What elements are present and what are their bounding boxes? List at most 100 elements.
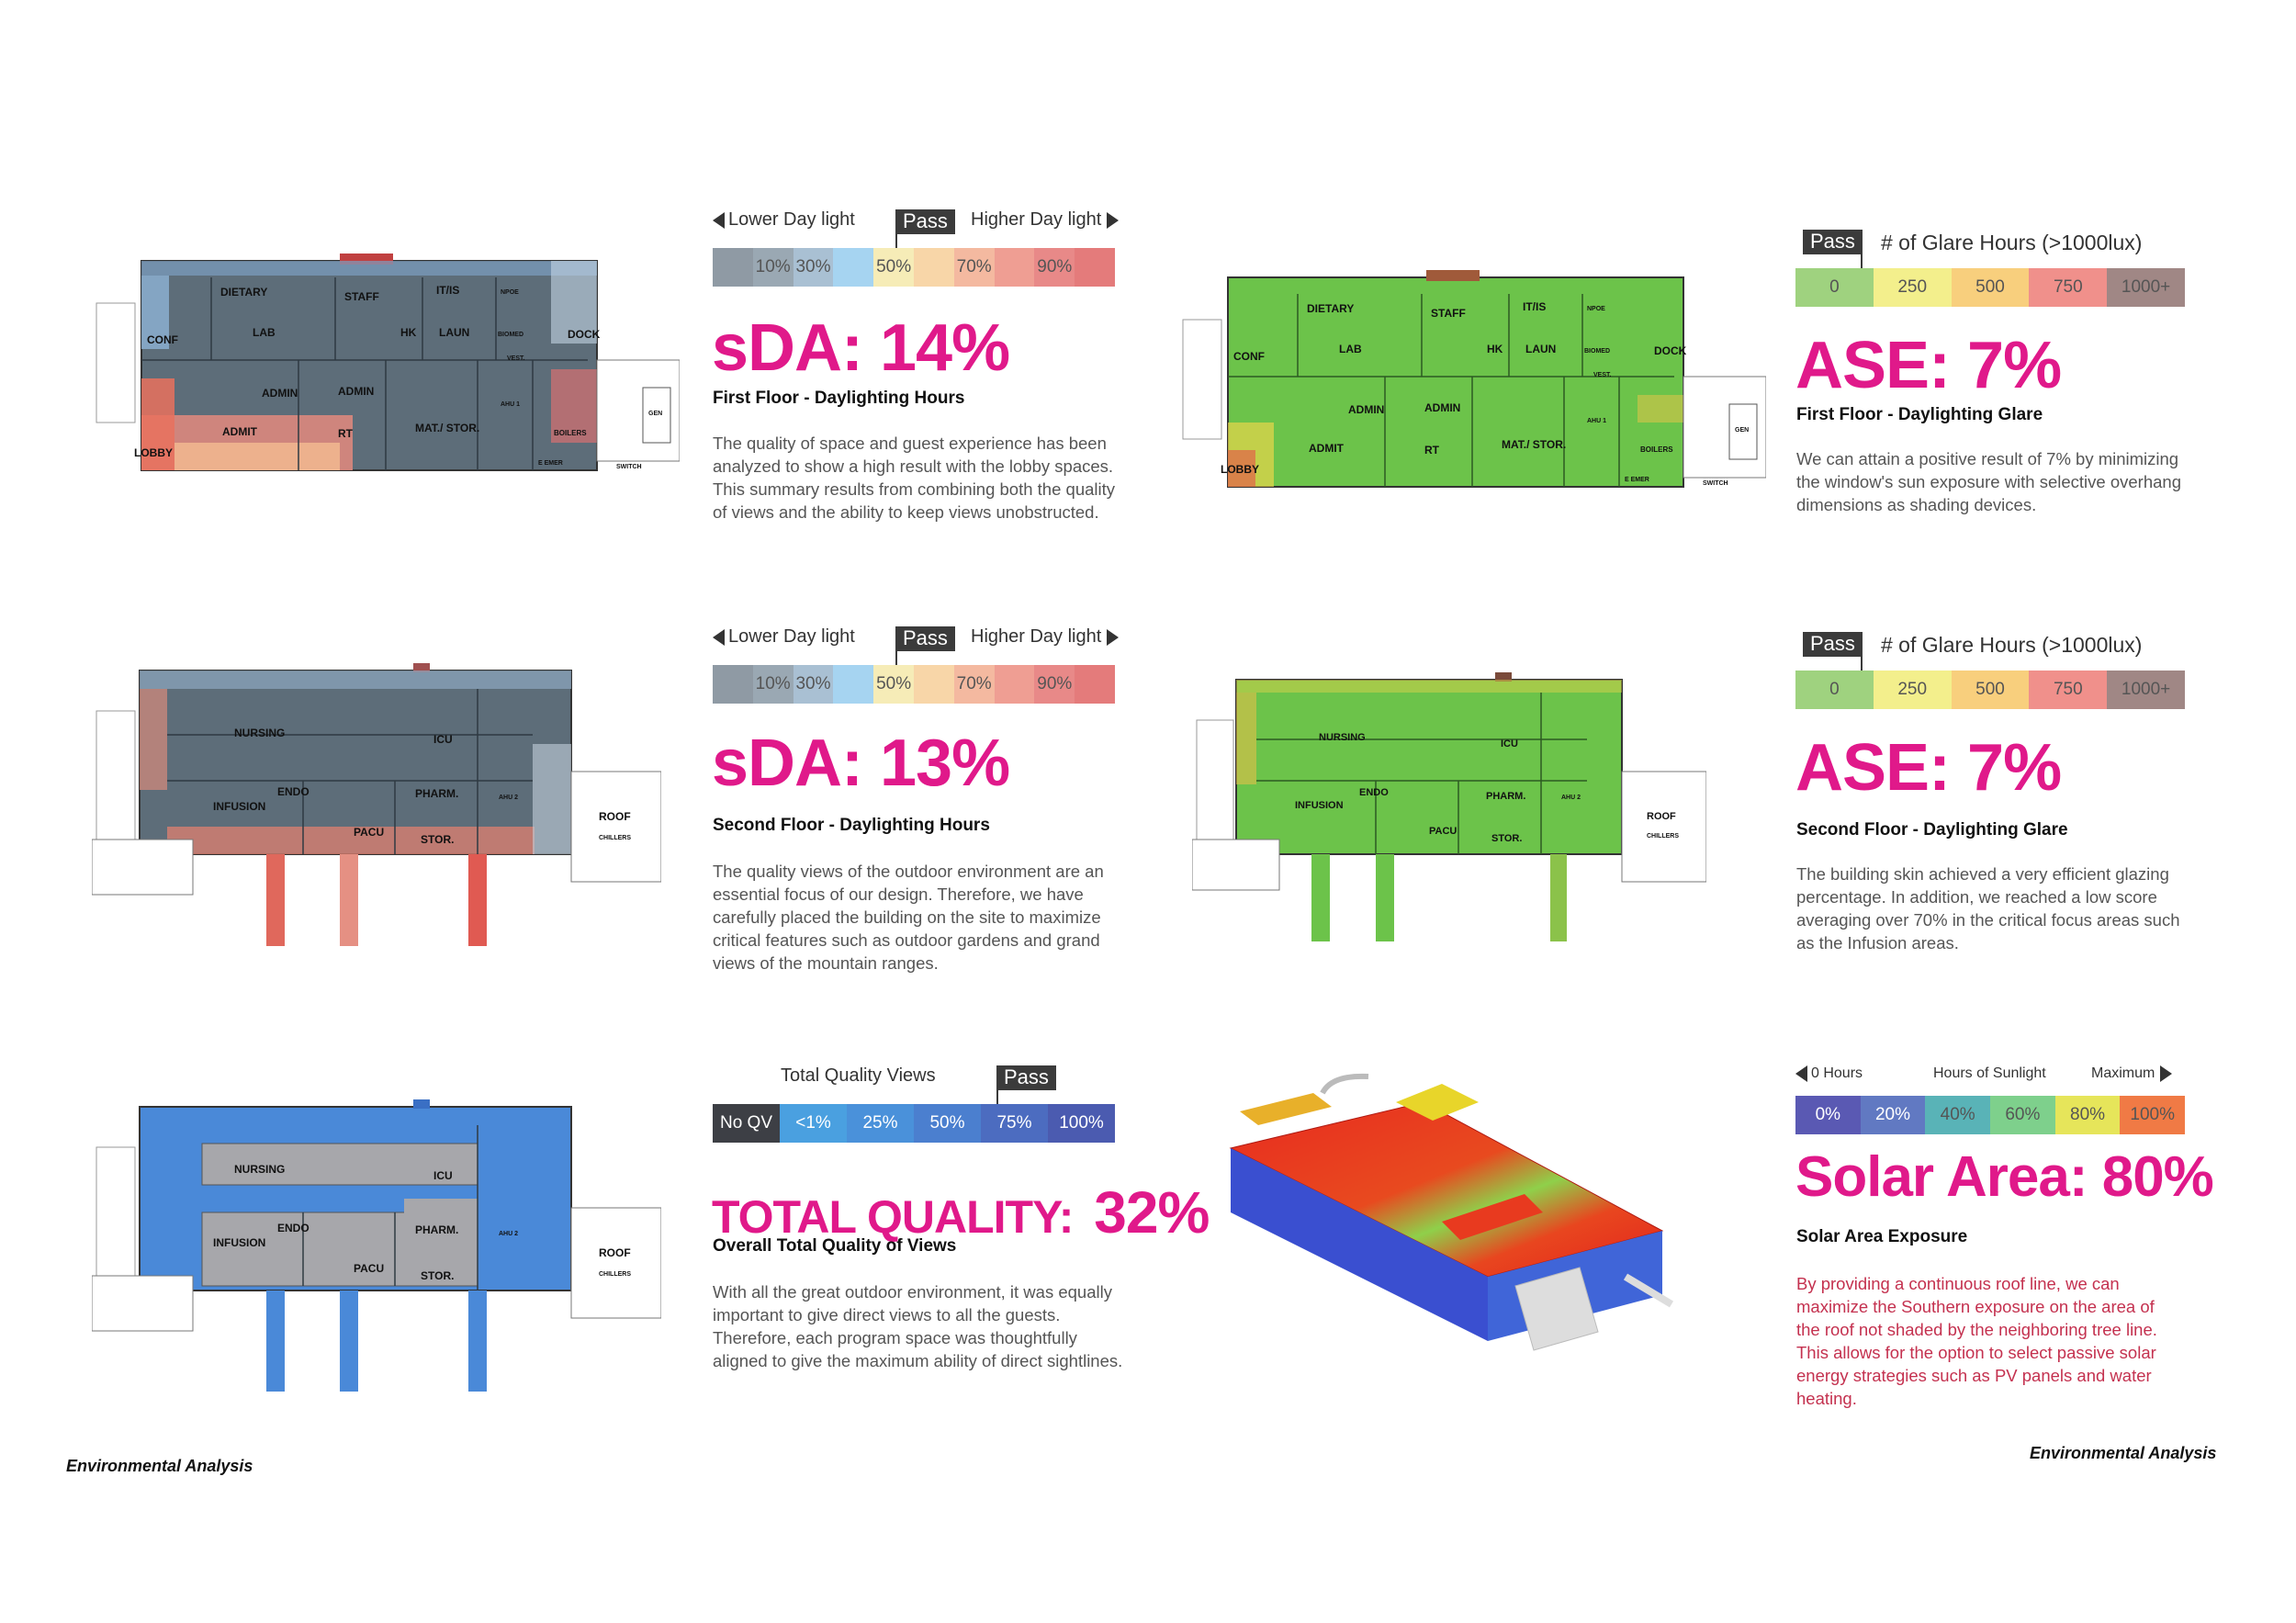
first-floor-glare-plan: DIETARY STAFF IT/IS NPOE LAB HK LAUN BIO… — [1178, 266, 1766, 502]
scale-cell: 90% — [1034, 665, 1075, 704]
solar-legend-right: Maximum — [2091, 1065, 2173, 1082]
room-mat-stor: MAT./ STOR. — [415, 422, 479, 434]
room-infusion: INFUSION — [213, 800, 265, 813]
daylight-legend-left-1: Lower Day light — [713, 209, 855, 231]
scale-cell: 50% — [873, 248, 914, 287]
ase-first-floor-text: We can attain a positive result of 7% by… — [1796, 449, 2181, 514]
room-dietary: DIETARY — [1307, 302, 1354, 315]
solar-area-text: By providing a continuous roof line, we … — [1796, 1274, 2157, 1408]
quality-views-svg: NURSING ICU ENDO PHARM. INFUSION PACU ST… — [92, 1099, 661, 1392]
room-boilers: BOILERS — [554, 429, 587, 437]
scale-cell — [713, 665, 753, 704]
room-laun: LAUN — [439, 326, 469, 339]
second-floor-daylight-svg: NURSING ICU ENDO PHARM. INFUSION PACU ST… — [92, 663, 661, 946]
room-icu: ICU — [433, 733, 453, 746]
scale-cell — [913, 665, 954, 704]
room-lobby: LOBBY — [1221, 463, 1259, 476]
room-endo: ENDO — [277, 1222, 310, 1234]
room-admit: ADMIT — [1309, 442, 1345, 455]
room-hk: HK — [400, 326, 417, 339]
glare-legend-title-2: # of Glare Hours (>1000lux) — [1881, 633, 2143, 657]
total-quality-label: TOTAL QUALITY: — [712, 1191, 1074, 1243]
scale-cell: 10% — [752, 665, 793, 704]
room-lab: LAB — [1339, 343, 1362, 355]
solar-3d-svg — [1229, 1073, 1674, 1351]
room-gen: GEN — [648, 411, 662, 417]
ase-first-floor-subhead: First Floor - Daylighting Glare — [1796, 405, 2043, 424]
total-quality-value: 32% — [1094, 1179, 1210, 1245]
arrow-left-icon — [713, 211, 725, 229]
room-rt: RT — [338, 427, 354, 440]
total-quality-subhead: Overall Total Quality of Views — [713, 1236, 957, 1256]
room-staff: STAFF — [344, 290, 379, 303]
scale-cell: 1000+ — [2107, 268, 2185, 307]
scale-cell: 0 — [1795, 671, 1874, 709]
room-itis: IT/IS — [1523, 300, 1546, 313]
daylight-legend-left-2: Lower Day light — [713, 626, 855, 648]
room-biomed: BIOMED — [1584, 348, 1610, 355]
scale-cell — [833, 665, 874, 704]
lower-daylight-label: Lower Day light — [728, 626, 855, 647]
scale-cell: 1000+ — [2107, 671, 2185, 709]
scale-cell: 100% — [1048, 1104, 1115, 1143]
room-icu: ICU — [433, 1169, 453, 1182]
sda-second-floor-text: The quality views of the outdoor environ… — [713, 862, 1104, 973]
scale-cell: 50% — [873, 665, 914, 704]
views-scale: No QV <1% 25% 50% 75% 100% — [713, 1104, 1115, 1143]
quality-views-plan: NURSING ICU ENDO PHARM. INFUSION PACU ST… — [92, 1098, 661, 1401]
room-dock: DOCK — [1654, 344, 1687, 357]
room-staff: STAFF — [1431, 307, 1466, 320]
room-dock: DOCK — [568, 328, 601, 341]
room-ahu-2: AHU 2 — [1561, 795, 1581, 801]
higher-daylight-label: Higher Day light — [971, 626, 1102, 647]
arrow-right-icon — [2160, 1065, 2173, 1082]
scale-cell: 40% — [1925, 1096, 1991, 1134]
arrow-left-icon — [1795, 1065, 1807, 1082]
sda-second-floor-metric: sDA: 13% — [712, 727, 1010, 800]
scale-cell: <1% — [780, 1104, 847, 1143]
scale-cell: No QV — [713, 1104, 780, 1143]
solar-legend-left: 0 Hours — [1795, 1065, 1863, 1082]
room-roof: ROOF — [599, 1246, 631, 1259]
views-legend-title: Total Quality Views — [781, 1065, 936, 1086]
room-gen: GEN — [1735, 427, 1749, 434]
room-ahu-1: AHU 1 — [501, 401, 520, 408]
scale-cell — [713, 248, 753, 287]
room-nursing: NURSING — [1319, 732, 1366, 743]
room-pharm: PHARM. — [415, 1223, 458, 1236]
room-ahu-2: AHU 2 — [499, 1231, 518, 1237]
daylight-legend-right-1: Higher Day light — [971, 209, 1120, 231]
room-nursing: NURSING — [234, 1163, 285, 1176]
solar-min-label: 0 Hours — [1811, 1065, 1863, 1081]
scale-cell: 60% — [1990, 1096, 2055, 1134]
scale-cell: 20% — [1860, 1096, 1926, 1134]
solar-3d-model — [1212, 1065, 1690, 1378]
scale-cell: 500 — [1951, 671, 2030, 709]
room-stor: STOR. — [421, 833, 454, 846]
room-pacu: PACU — [354, 1262, 384, 1275]
room-hk: HK — [1487, 343, 1503, 355]
daylight-scale-2: 10% 30% 50% 70% 90% — [713, 665, 1115, 704]
room-chillers: CHILLERS — [599, 835, 631, 841]
pass-flag-2: Pass — [895, 626, 955, 666]
glare-pass-flag-1: Pass — [1803, 230, 1863, 269]
solar-area-metric: Solar Area: 80% — [1795, 1145, 2214, 1209]
room-e-emer: E EMER — [538, 460, 563, 467]
room-pacu: PACU — [354, 826, 384, 839]
footer-right: Environmental Analysis — [2030, 1444, 2217, 1462]
glare-scale-2: 0 250 500 750 1000+ — [1795, 671, 2185, 709]
ase-second-floor-subhead: Second Floor - Daylighting Glare — [1796, 820, 2068, 840]
ase-second-floor-metric: ASE: 7% — [1795, 731, 2062, 805]
daylight-legend-right-2: Higher Day light — [971, 626, 1120, 648]
glare-scale-1: 0 250 500 750 1000+ — [1795, 268, 2185, 307]
scale-cell: 30% — [793, 665, 834, 704]
arrow-left-icon — [713, 628, 725, 646]
room-infusion: INFUSION — [1295, 800, 1344, 811]
sda-second-floor-subhead: Second Floor - Daylighting Hours — [713, 816, 990, 835]
scale-cell: 250 — [1873, 268, 1952, 307]
scale-cell: 70% — [953, 248, 995, 287]
room-roof: ROOF — [1647, 811, 1676, 822]
room-admin-2: ADMIN — [338, 385, 374, 398]
room-biomed: BIOMED — [498, 332, 523, 338]
solar-max-label: Maximum — [2091, 1065, 2155, 1081]
